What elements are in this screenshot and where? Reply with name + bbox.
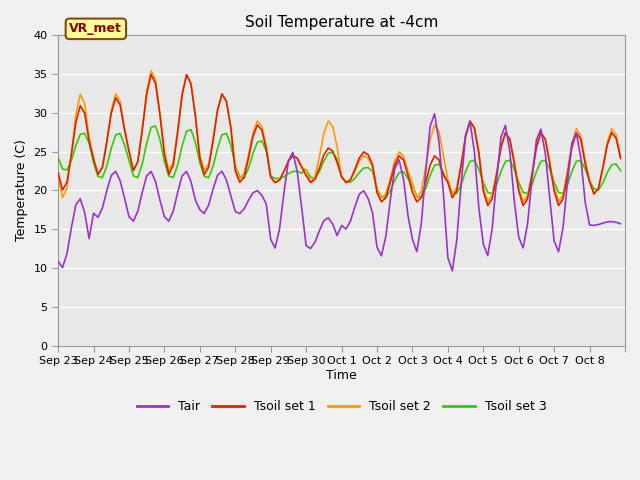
Text: VR_met: VR_met <box>69 23 122 36</box>
Legend: Tair, Tsoil set 1, Tsoil set 2, Tsoil set 3: Tair, Tsoil set 1, Tsoil set 2, Tsoil se… <box>132 396 552 418</box>
X-axis label: Time: Time <box>326 369 357 382</box>
Y-axis label: Temperature (C): Temperature (C) <box>15 140 28 241</box>
Title: Soil Temperature at -4cm: Soil Temperature at -4cm <box>245 15 438 30</box>
